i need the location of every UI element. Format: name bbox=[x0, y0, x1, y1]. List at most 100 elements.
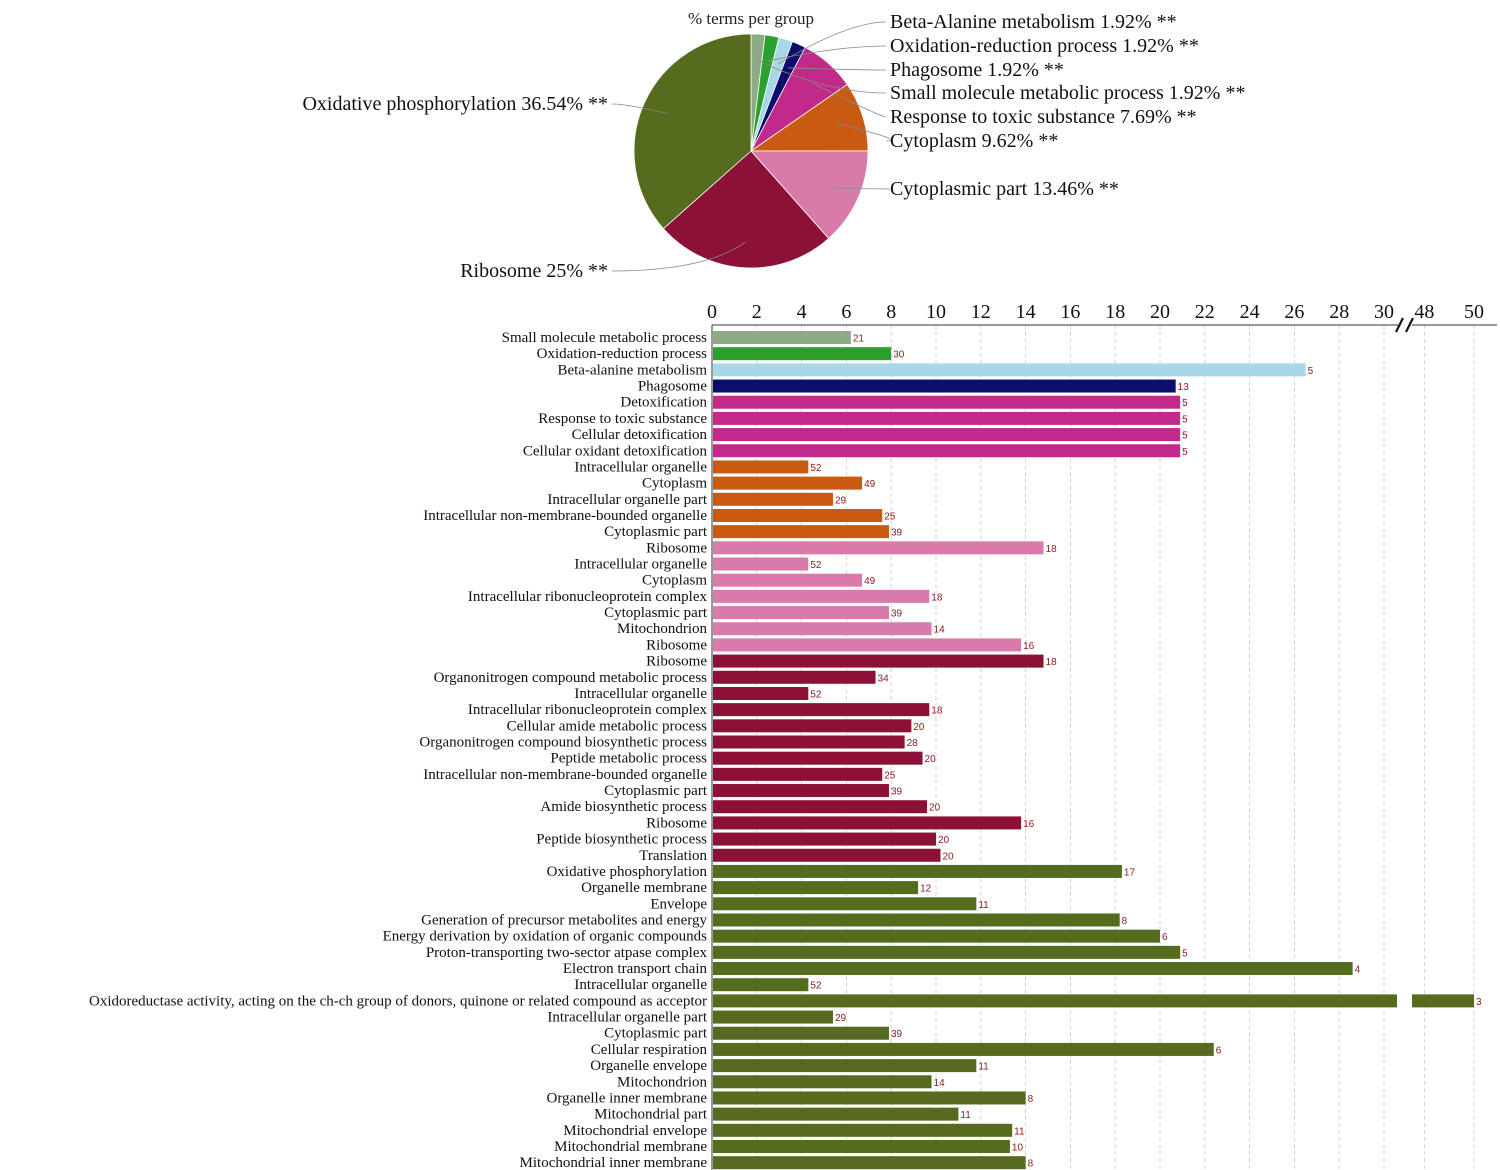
bar-count-label: 12 bbox=[920, 884, 932, 895]
bar bbox=[713, 492, 833, 506]
bar-label: Translation bbox=[639, 848, 707, 864]
bar-label: Organelle inner membrane bbox=[547, 1090, 708, 1106]
bar-count-label: 52 bbox=[810, 981, 822, 992]
bar-label: Beta-alanine metabolism bbox=[557, 362, 707, 378]
bar-count-label: 21 bbox=[853, 334, 865, 345]
bar bbox=[713, 1123, 1013, 1137]
bar-count-label: 52 bbox=[810, 689, 822, 700]
bar-label: Oxidoreductase activity, acting on the c… bbox=[89, 993, 707, 1009]
leader-line bbox=[767, 45, 887, 62]
bar-label: Cellular oxidant detoxification bbox=[523, 443, 708, 459]
bar-count-label: 5 bbox=[1182, 948, 1188, 959]
bar-count-label: 34 bbox=[878, 673, 890, 684]
bar bbox=[713, 994, 1397, 1008]
leader-line bbox=[756, 59, 887, 94]
bar-label: Cytoplasmic part bbox=[604, 605, 708, 621]
bar bbox=[713, 913, 1120, 927]
bar bbox=[713, 735, 905, 749]
bar-count-label: 39 bbox=[891, 609, 903, 620]
bar bbox=[713, 622, 932, 636]
bar bbox=[713, 347, 892, 361]
bar bbox=[713, 832, 936, 846]
bar bbox=[713, 654, 1044, 668]
bar-label: Organelle membrane bbox=[581, 880, 707, 896]
bar-label: Electron transport chain bbox=[563, 961, 708, 977]
bar-label: Intracellular ribonucleoprotein complex bbox=[468, 589, 708, 605]
bar-label: Peptide metabolic process bbox=[550, 751, 707, 767]
bar-count-label: 20 bbox=[938, 835, 950, 846]
bar-label: Amide biosynthetic process bbox=[540, 799, 707, 815]
bar-count-label: 11 bbox=[1014, 1126, 1025, 1137]
bar-count-label: 5 bbox=[1182, 398, 1188, 409]
pie-label: Response to toxic substance 7.69% ** bbox=[890, 106, 1197, 128]
bar-segment-after-break bbox=[1412, 994, 1474, 1008]
bar-label: Cytoplasmic part bbox=[604, 1026, 708, 1042]
bar-label: Oxidation-reduction process bbox=[537, 346, 708, 362]
bar bbox=[713, 881, 919, 895]
bar bbox=[713, 719, 912, 733]
x-tick-label: 2 bbox=[752, 301, 762, 323]
bar-label: Mitochondrion bbox=[617, 1074, 707, 1090]
bar-count-label: 13 bbox=[1178, 382, 1190, 393]
bar-label: Intracellular organelle part bbox=[547, 1010, 707, 1026]
pie-title: % terms per group bbox=[688, 9, 814, 28]
pie-label: Phagosome 1.92% ** bbox=[890, 59, 1064, 81]
bar-count-label: 18 bbox=[1046, 657, 1058, 668]
pie-chart: % terms per group Beta-Alanine metabolism… bbox=[302, 9, 1245, 282]
bar-count-label: 20 bbox=[925, 754, 937, 765]
bar-label: Response to toxic substance bbox=[538, 411, 707, 427]
bar bbox=[713, 816, 1022, 830]
bar bbox=[713, 686, 809, 700]
bar-count-label: 14 bbox=[934, 625, 946, 636]
bar bbox=[713, 767, 883, 781]
leader-line bbox=[788, 67, 887, 71]
bar bbox=[713, 460, 809, 474]
bar bbox=[713, 395, 1181, 409]
bar-label: Intracellular non-membrane-bounded organ… bbox=[423, 767, 707, 783]
axis-break-mark bbox=[1395, 317, 1414, 333]
bar bbox=[713, 331, 851, 344]
leader-line bbox=[811, 82, 887, 118]
bar-label: Intracellular organelle bbox=[574, 459, 707, 475]
leader-line bbox=[834, 188, 891, 190]
bar-label: Intracellular organelle bbox=[574, 686, 707, 702]
bar-count-label: 18 bbox=[931, 592, 943, 603]
bar-count-label: 28 bbox=[907, 738, 919, 749]
bar-count-label: 52 bbox=[810, 560, 822, 571]
bar bbox=[713, 703, 930, 717]
bar-label: Cytoplasmic part bbox=[604, 783, 708, 799]
bar-label: Peptide biosynthetic process bbox=[536, 832, 707, 848]
bar-count-label: 8 bbox=[1028, 1094, 1034, 1105]
x-tick-label: 48 bbox=[1414, 301, 1434, 323]
bar bbox=[713, 1156, 1026, 1170]
bar-count-label: 16 bbox=[1023, 819, 1035, 830]
bar-count-label: 29 bbox=[835, 1013, 847, 1024]
bar-count-label: 29 bbox=[835, 495, 847, 506]
bar-count-label: 17 bbox=[1124, 867, 1136, 878]
bar-count-label: 39 bbox=[891, 1029, 903, 1040]
bar-label: Cellular amide metabolic process bbox=[507, 718, 708, 734]
bar-count-label: 4 bbox=[1355, 965, 1361, 976]
leader-line bbox=[611, 103, 668, 114]
bar bbox=[713, 751, 923, 765]
leader-line bbox=[777, 21, 887, 65]
bar bbox=[713, 363, 1306, 377]
bar bbox=[713, 638, 1022, 652]
bar-label: Intracellular organelle bbox=[574, 977, 707, 993]
bar-count-label: 25 bbox=[884, 511, 896, 522]
bar-count-label: 5 bbox=[1182, 414, 1188, 425]
pie-label: Small molecule metabolic process 1.92% *… bbox=[890, 82, 1245, 104]
bar bbox=[713, 1026, 889, 1040]
bar-label: Generation of precursor metabolites and … bbox=[421, 912, 707, 928]
bar bbox=[713, 444, 1181, 458]
bar-label: Envelope bbox=[650, 896, 707, 912]
bar-label: Detoxification bbox=[620, 395, 707, 411]
bar-count-label: 5 bbox=[1182, 431, 1188, 442]
bar-count-label: 11 bbox=[978, 900, 989, 911]
bar-count-label: 6 bbox=[1216, 1045, 1222, 1056]
bar-count-label: 10 bbox=[1012, 1143, 1024, 1154]
bar bbox=[713, 962, 1353, 976]
bar-count-label: 18 bbox=[1046, 544, 1058, 555]
bar-count-label: 8 bbox=[1028, 1159, 1034, 1170]
bar bbox=[713, 411, 1181, 425]
